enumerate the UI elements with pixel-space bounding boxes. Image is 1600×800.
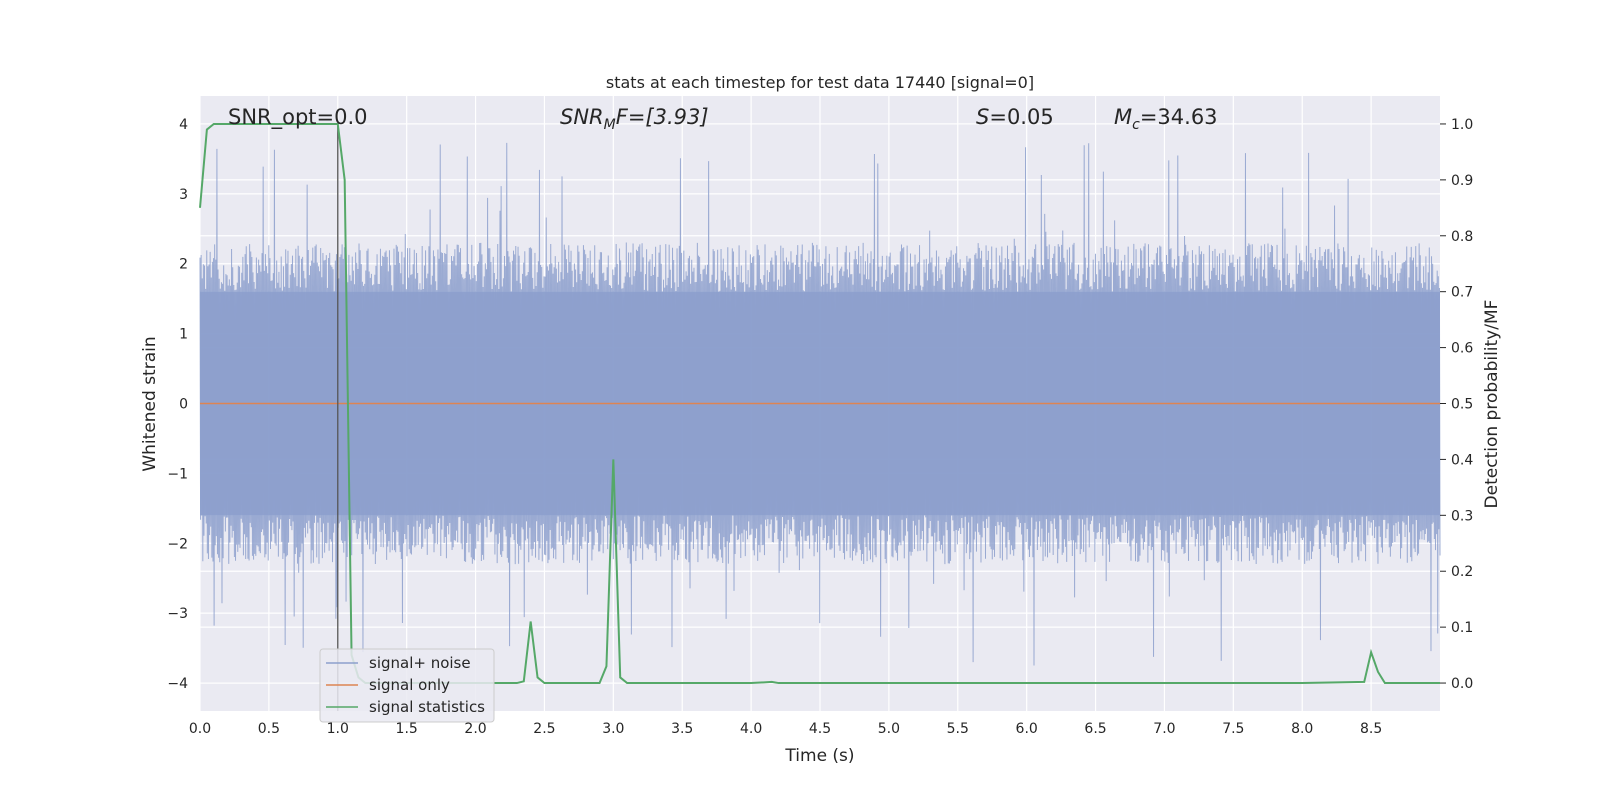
x-tick-label: 3.0 [602, 721, 624, 737]
y-right-tick-label: 0.8 [1451, 229, 1473, 245]
y-left-tick-label: 0 [179, 397, 188, 413]
x-axis-label: Time (s) [784, 746, 854, 766]
y-left-tick-label: 2 [179, 257, 188, 273]
x-tick-label: 7.0 [1153, 721, 1175, 737]
x-tick-label: 0.0 [189, 721, 211, 737]
x-tick-label: 5.0 [878, 721, 900, 737]
legend-label-signal-only: signal only [369, 676, 450, 694]
y-right-tick-label: 0.4 [1451, 452, 1473, 468]
x-tick-label: 8.5 [1360, 721, 1382, 737]
y-right-tick-label: 0.5 [1451, 397, 1473, 413]
y-left-axis-label: Whitened strain [140, 336, 160, 471]
annotation-mc-value: =34.63 [1140, 105, 1218, 129]
legend-label-signal-statistics: signal statistics [369, 698, 485, 716]
annotation-snr-opt: SNR_opt=0.0 [228, 105, 368, 130]
y-right-tick-label: 0.3 [1451, 508, 1473, 524]
x-tick-label: 6.5 [1084, 721, 1106, 737]
annotation-s-label: S [976, 105, 989, 129]
signal-statistics-line [199, 122, 1440, 685]
annotation-snr-mf: SNRMF=[3.93] [560, 105, 709, 133]
y-left-tick-label: 1 [179, 327, 188, 343]
x-tick-label: 1.0 [327, 721, 349, 737]
legend-box [319, 648, 495, 723]
legend-label-signal-noise: signal+ noise [369, 654, 471, 672]
y-right-tick-label: 0.7 [1451, 285, 1473, 301]
x-axis-ticks: 0.0 0.5 1.0 1.5 2.0 2.5 3.0 3.5 4.0 4.5 5.0 5.5 6.0 6… [189, 721, 1382, 737]
y-left-tick-label: −3 [167, 606, 188, 622]
y-left-axis-ticks: 4 3 2 1 0 −1 −2 −3 −4 [167, 117, 188, 692]
y-right-axis-label: Detection probability/MF [1482, 300, 1502, 509]
x-tick-label: 7.5 [1222, 721, 1244, 737]
x-tick-label: 8.0 [1291, 721, 1313, 737]
y-right-tick-label: 0.9 [1451, 173, 1473, 189]
signal-statistics-series [199, 122, 1440, 685]
x-tick-label: 3.5 [671, 721, 693, 737]
chart-title: stats at each timestep for test data 174… [606, 73, 1034, 92]
y-right-tick-label: 0.0 [1451, 676, 1473, 692]
y-left-tick-label: −4 [167, 676, 188, 692]
y-right-axis-ticks: 1.0 0.9 0.8 0.7 0.6 0.5 0.4 0.3 0.2 0.1 0.0 [1440, 117, 1473, 692]
annotation-snr-mf-label: SNR [560, 105, 604, 129]
annotation-s: S=0.05 [976, 105, 1054, 129]
y-left-tick-label: 3 [179, 187, 188, 203]
x-tick-label: 4.0 [740, 721, 762, 737]
y-left-tick-label: −2 [167, 536, 188, 552]
y-left-tick-label: 4 [179, 117, 188, 133]
y-right-tick-label: 0.1 [1451, 620, 1473, 636]
annotation-mc: Mc=34.63 [1114, 105, 1218, 133]
x-tick-label: 0.5 [258, 721, 280, 737]
annotation-snr-mf-sub: M [604, 117, 616, 133]
x-tick-label: 1.5 [396, 721, 418, 737]
x-tick-label: 4.5 [809, 721, 831, 737]
annotation-mc-label: M [1114, 105, 1132, 129]
annotation-s-value: =0.05 [989, 105, 1053, 129]
y-right-tick-label: 0.6 [1451, 341, 1473, 357]
annotation-snr-mf-rest: F=[3.93] [616, 105, 709, 129]
x-tick-label: 2.0 [464, 721, 486, 737]
y-right-tick-label: 1.0 [1451, 117, 1473, 133]
x-tick-label: 5.5 [947, 721, 969, 737]
annotation-mc-sub: c [1132, 117, 1140, 133]
legend: signal+ noise signal only signal statist… [319, 648, 495, 723]
x-tick-label: 2.5 [533, 721, 555, 737]
y-right-tick-label: 0.2 [1451, 564, 1473, 580]
x-tick-label: 6.0 [1016, 721, 1038, 737]
y-left-tick-label: −1 [167, 466, 188, 482]
